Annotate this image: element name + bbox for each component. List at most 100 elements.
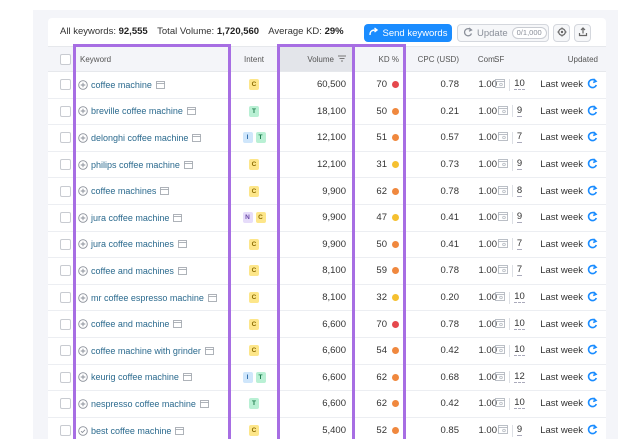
header-updated[interactable]: Updated [567,54,598,64]
serp-preview-icon[interactable] [207,293,217,302]
row-checkbox[interactable] [59,238,71,250]
settings-button[interactable] [553,24,570,42]
serp-features-count[interactable]: 10 [514,78,525,91]
serp-features-count[interactable]: 8 [516,184,523,197]
update-button[interactable]: Update 0/1,000 [457,24,549,42]
add-circle-icon[interactable] [78,345,88,356]
row-checkbox[interactable] [59,318,71,330]
refresh-icon[interactable] [587,105,598,118]
refresh-icon[interactable] [587,397,598,410]
select-all-checkbox[interactable] [59,53,71,65]
serp-preview-icon[interactable] [173,320,183,329]
intent-badge-i[interactable]: I [242,371,253,383]
header-competition[interactable]: Com. [477,54,497,64]
add-circle-icon[interactable] [78,159,88,170]
intent-badge-c[interactable]: C [249,238,259,250]
intent-badge-c[interactable]: C [249,292,259,304]
refresh-icon[interactable] [587,424,598,437]
serp-preview-icon[interactable] [177,267,187,275]
serp-features-count[interactable]: 10 [514,291,525,304]
header-keyword[interactable]: Keyword [80,54,112,64]
serp-preview-icon[interactable] [182,373,192,382]
intent-badge-t[interactable]: T [255,371,266,383]
keyword-link[interactable]: philips coffee machine [91,159,180,170]
add-circle-icon[interactable] [78,133,88,143]
intent-badge-c[interactable]: C [249,159,259,171]
row-checkbox[interactable] [59,345,71,357]
add-circle-icon[interactable] [78,186,88,196]
keyword-link[interactable]: nespresso coffee machine [91,398,196,409]
row-checkbox[interactable] [59,292,71,304]
serp-features-count[interactable]: 9 [516,158,523,171]
refresh-icon[interactable] [587,131,598,144]
refresh-icon[interactable] [587,78,598,91]
row-checkbox[interactable] [59,212,71,224]
header-volume[interactable]: Volume [280,47,352,71]
add-circle-icon[interactable] [78,80,88,90]
serp-features-count[interactable]: 12 [514,370,525,383]
add-circle-icon[interactable] [78,372,88,383]
keyword-link[interactable]: coffee machines [91,186,157,197]
serp-features-count[interactable]: 7 [516,264,523,277]
intent-badge-n[interactable]: N [242,212,253,224]
keyword-link[interactable]: coffee and machine [91,319,170,330]
intent-badge-c[interactable]: C [249,79,259,91]
serp-preview-icon[interactable] [177,240,187,249]
serp-preview-icon[interactable] [155,80,165,89]
keyword-link[interactable]: keurig coffee machine [91,372,179,383]
add-circle-icon[interactable] [78,399,88,409]
intent-badge-t[interactable]: T [249,105,259,117]
add-circle-icon[interactable] [78,319,88,329]
serp-features-count[interactable]: 7 [516,237,523,250]
keyword-link[interactable]: mr coffee espresso machine [91,292,204,303]
export-button[interactable] [574,24,591,42]
intent-badge-c[interactable]: C [249,425,259,437]
refresh-icon[interactable] [587,158,598,171]
refresh-icon[interactable] [587,344,598,357]
refresh-icon[interactable] [587,371,598,384]
intent-badge-c[interactable]: C [249,318,259,330]
intent-badge-t[interactable]: T [249,398,259,410]
refresh-icon[interactable] [587,264,598,277]
add-circle-icon[interactable] [78,106,88,117]
keyword-link[interactable]: coffee and machines [91,265,174,276]
refresh-icon[interactable] [587,291,598,304]
intent-badge-t[interactable]: T [255,132,266,144]
check-circle-icon[interactable] [78,425,88,436]
header-kd[interactable]: KD % [378,54,399,64]
serp-features-count[interactable]: 7 [516,131,523,144]
refresh-icon[interactable] [587,211,598,224]
header-serp-features[interactable]: SF [494,54,505,64]
intent-badge-i[interactable]: I [242,132,253,144]
add-circle-icon[interactable] [78,213,88,223]
serp-preview-icon[interactable] [186,107,196,116]
refresh-icon[interactable] [587,318,598,331]
intent-badge-c[interactable]: C [249,345,259,357]
keyword-link[interactable]: jura coffee machine [91,212,170,223]
refresh-icon[interactable] [587,185,598,198]
refresh-icon[interactable] [587,238,598,251]
add-circle-icon[interactable] [78,239,88,250]
row-checkbox[interactable] [59,265,71,277]
send-keywords-button[interactable]: Send keywords [364,24,452,42]
serp-features-count[interactable]: 9 [516,424,523,437]
row-checkbox[interactable] [59,371,71,383]
keyword-link[interactable]: breville coffee machine [91,106,183,117]
row-checkbox[interactable] [59,159,71,171]
row-checkbox[interactable] [59,425,71,437]
serp-features-count[interactable]: 9 [516,211,523,224]
serp-features-count[interactable]: 10 [514,397,525,410]
serp-features-count[interactable]: 9 [516,104,523,117]
serp-preview-icon[interactable] [183,160,193,169]
keyword-link[interactable]: delonghi coffee machine [91,132,189,143]
header-cpc[interactable]: CPC (USD) [417,54,459,64]
row-checkbox[interactable] [59,79,71,91]
serp-preview-icon[interactable] [205,346,214,355]
serp-preview-icon[interactable] [200,400,209,408]
row-checkbox[interactable] [59,132,71,144]
add-circle-icon[interactable] [78,266,88,276]
intent-badge-c[interactable]: C [255,212,266,224]
keyword-link[interactable]: best coffee machine [91,425,172,436]
serp-preview-icon[interactable] [192,134,202,142]
serp-preview-icon[interactable] [160,187,170,196]
